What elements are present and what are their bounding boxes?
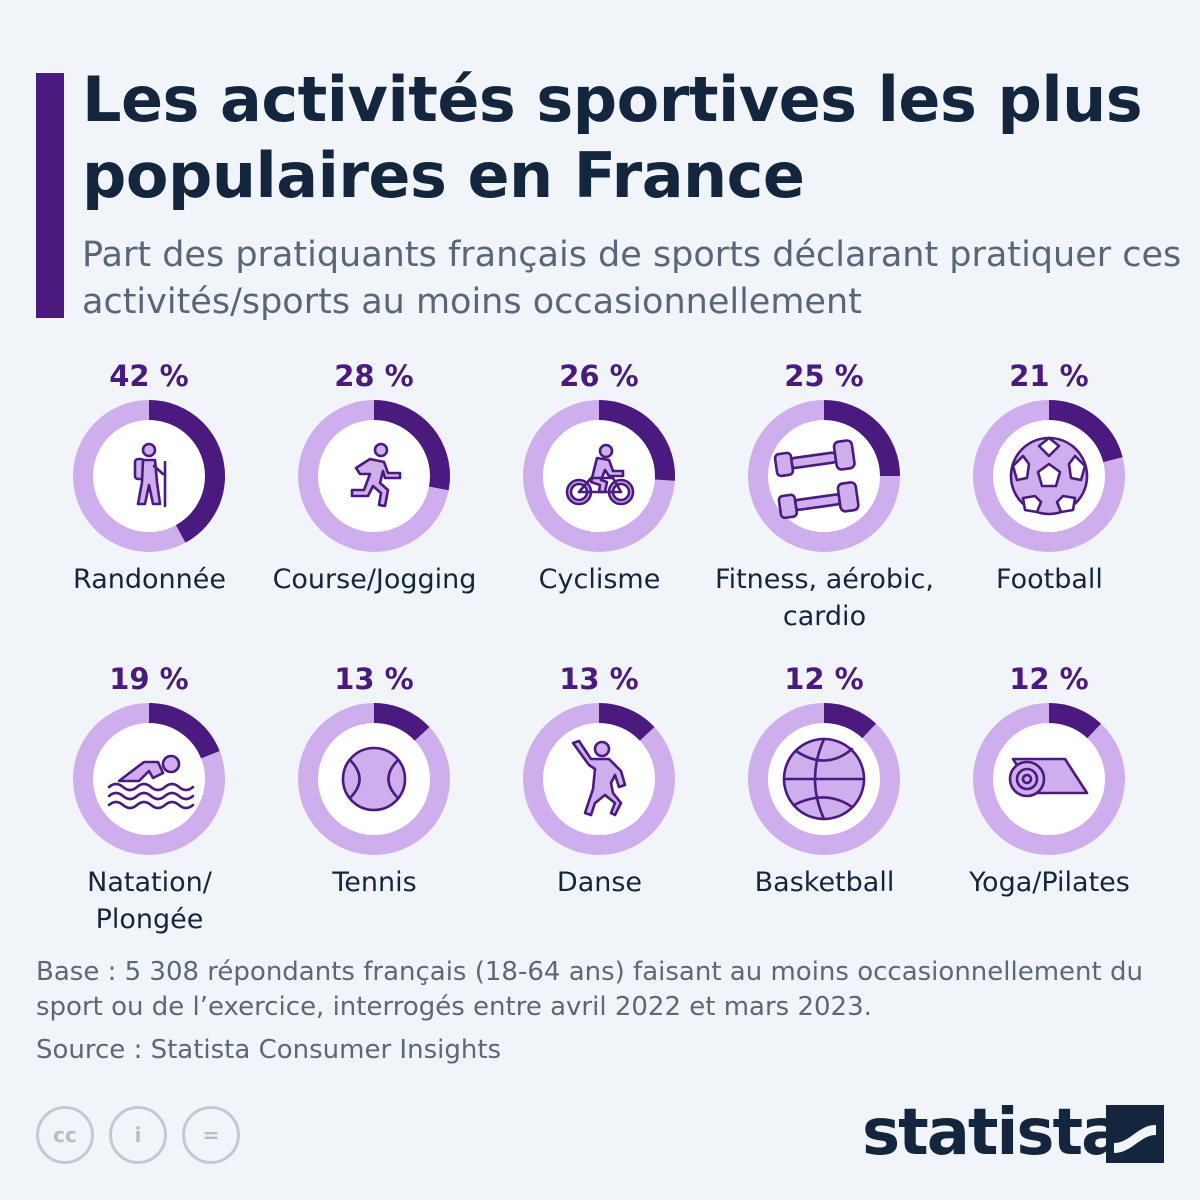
category-label: Fitness, aérobic, cardio: [715, 564, 934, 632]
value-label: 19 %: [109, 662, 189, 696]
cc-license-icon[interactable]: cc: [36, 1106, 94, 1164]
donut-slice: [748, 703, 900, 855]
donut-chart: 21 %: [973, 359, 1125, 552]
footnote: Base : 5 308 répondants français (18-64 …: [36, 957, 1143, 1022]
donut-chart: 12 %: [748, 662, 900, 855]
donut-tile: 25 % Fitness, aérobic, cardio: [712, 355, 937, 635]
value-label: 21 %: [1009, 359, 1089, 393]
value-label: 25 %: [784, 359, 864, 393]
donut-slice: [298, 400, 450, 552]
donut-chart: 13 %: [298, 662, 450, 855]
dancer-icon: [571, 739, 627, 817]
value-label: 42 %: [109, 359, 189, 393]
donut-chart: 25 %: [748, 359, 900, 552]
attribution-icon[interactable]: i: [109, 1106, 167, 1164]
swimmer-icon: [107, 754, 195, 810]
category-label: Basketball: [754, 867, 895, 898]
category-label: Danse: [556, 867, 643, 898]
value-label: 28 %: [334, 359, 414, 393]
page-title: Les activités sportives les plus populai…: [82, 63, 1143, 212]
category-label: Course/Jogging: [272, 564, 477, 595]
donut-tile: 19 % Natation/ Plongée: [37, 658, 262, 938]
donut-tile: 28 % Course/Jogging: [262, 355, 487, 598]
donut-slice: [73, 703, 225, 855]
donut-chart: 19 %: [73, 662, 225, 855]
donut-slice: [973, 703, 1125, 855]
no-derivatives-icon[interactable]: =: [182, 1106, 240, 1164]
category-label: Cyclisme: [538, 564, 661, 595]
source-note: Source : Statista Consumer Insights: [36, 1035, 502, 1065]
donut-tile: 26 % Cyclisme: [487, 355, 712, 598]
basketball-icon: [782, 737, 866, 821]
value-label: 12 %: [784, 662, 864, 696]
runner-icon: [350, 442, 402, 508]
category-label: Randonnée: [73, 564, 226, 595]
hiker-icon: [133, 442, 167, 508]
statista-logo[interactable]: statista: [862, 1097, 1167, 1169]
logo-wordmark: statista: [862, 1096, 1124, 1170]
donut-slice: [523, 703, 675, 855]
donut-tile: 12 % Basketball: [712, 658, 937, 901]
cyclist-icon: [565, 443, 635, 506]
donut-slice: [523, 400, 675, 552]
dumbbells-icon: [773, 439, 860, 520]
category-label: Football: [996, 564, 1103, 595]
donut-chart: 13 %: [523, 662, 675, 855]
accent-bar: [36, 73, 64, 318]
value-label: 26 %: [559, 359, 639, 393]
donut-tile: 42 % Randonnée: [37, 355, 262, 598]
donut-tile: 13 % Danse: [487, 658, 712, 901]
value-label: 12 %: [1009, 662, 1089, 696]
category-label: Tennis: [332, 867, 417, 898]
donut-tile: 13 % Tennis: [262, 658, 487, 901]
value-label: 13 %: [559, 662, 639, 696]
donut-chart: 26 %: [523, 359, 675, 552]
donut-chart: 28 %: [298, 359, 450, 552]
donut-slice: [298, 703, 450, 855]
donut-tile: 12 % Yoga/Pilates: [937, 658, 1162, 901]
statista-logo-icon: [1106, 1105, 1164, 1163]
donut-slice: [748, 400, 900, 552]
donut-chart: 42 %: [73, 359, 225, 552]
yoga-mat-icon: [1008, 757, 1089, 798]
donut-chart: 12 %: [973, 662, 1125, 855]
soccer-ball-icon: [1009, 436, 1089, 516]
category-label: Natation/ Plongée: [87, 867, 212, 935]
value-label: 13 %: [334, 662, 414, 696]
tennis-ball-icon: [341, 746, 407, 812]
donut-slice: [73, 400, 225, 552]
donut-slice: [973, 400, 1125, 552]
category-label: Yoga/Pilates: [969, 867, 1130, 898]
donut-tile: 21 % Football: [937, 355, 1162, 598]
page-subtitle: Part des pratiquants français de sports …: [82, 235, 1182, 322]
